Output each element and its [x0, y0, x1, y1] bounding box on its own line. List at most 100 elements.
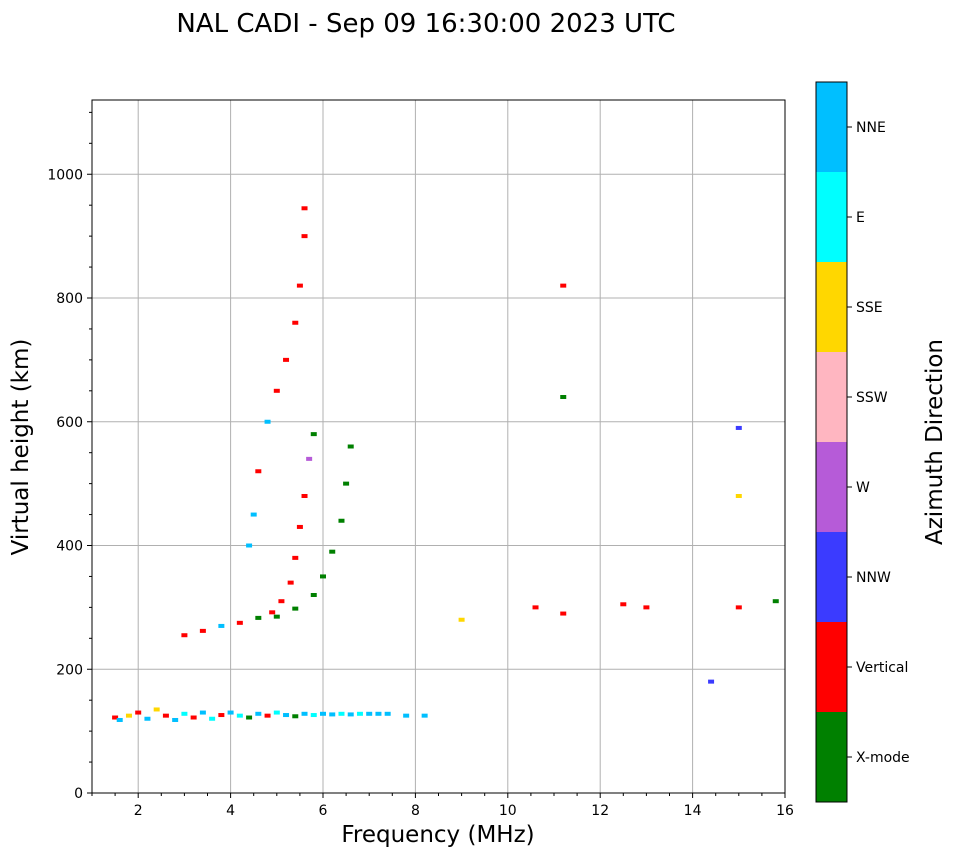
echo-point — [273, 388, 280, 393]
x-tick-label: 4 — [226, 803, 235, 819]
echo-point — [560, 395, 567, 399]
echo-point — [458, 617, 465, 622]
plot-frame — [91, 99, 786, 794]
echo-point — [320, 574, 326, 579]
echo-point — [172, 717, 179, 722]
echo-point — [643, 605, 650, 610]
echo-point — [366, 711, 373, 716]
colorbar-segment — [816, 172, 847, 262]
echo-point — [273, 710, 280, 715]
chart-title: NAL CADI - Sep 09 16:30:00 2023 UTC — [176, 9, 675, 39]
echo-point — [292, 714, 299, 719]
colorbar-tick-label: NNW — [856, 570, 891, 586]
echo-point — [255, 615, 262, 620]
echo-point — [329, 549, 336, 554]
echo-point — [343, 481, 350, 486]
echo-point — [236, 620, 243, 625]
data-marks — [112, 206, 779, 722]
colorbar-segment — [816, 262, 847, 352]
echo-point — [310, 432, 317, 437]
echo-point — [620, 602, 627, 607]
echo-point — [264, 713, 271, 718]
echo-point — [296, 524, 303, 529]
y-tick-label: 600 — [56, 415, 83, 431]
echo-point — [181, 711, 188, 716]
x-tick-label: 16 — [776, 803, 794, 819]
echo-point — [135, 710, 142, 715]
colorbar-tick-label: E — [856, 210, 865, 226]
colorbar-segment — [816, 442, 847, 532]
echo-point — [255, 711, 262, 716]
echo-point — [301, 494, 308, 498]
echo-point — [112, 715, 119, 720]
x-tick-label: 6 — [319, 803, 328, 819]
echo-point — [310, 593, 317, 597]
echo-point — [301, 711, 308, 716]
colorbar-segment — [816, 622, 847, 712]
colorbar-tick-label: SSE — [856, 300, 883, 316]
colorbar-tick-label: W — [856, 480, 870, 496]
x-tick-label: 14 — [684, 803, 702, 819]
echo-point — [735, 605, 742, 610]
colorbar-label: Azimuth Direction — [922, 339, 948, 545]
echo-point — [708, 679, 715, 684]
colorbar-tick-label: SSW — [856, 390, 888, 406]
echo-point — [560, 611, 567, 616]
echo-point — [310, 713, 317, 718]
colorbar: X-mode Vertical NNW W SSW SSE E NNE — [815, 81, 910, 803]
echo-point — [329, 712, 336, 717]
echo-point — [283, 713, 290, 718]
echo-point — [384, 711, 391, 716]
echo-point — [338, 518, 345, 523]
y-tick-label: 1000 — [47, 167, 83, 183]
echo-point — [278, 599, 285, 604]
y-tick-label: 0 — [74, 786, 83, 802]
colorbar-segment — [816, 82, 847, 172]
colorbar-tick-label: Vertical — [856, 660, 908, 676]
echo-point — [320, 711, 326, 716]
echo-point — [560, 283, 567, 288]
colorbar-segment — [816, 352, 847, 442]
x-tick-label: 10 — [499, 803, 517, 819]
colorbar-tick-label: NNE — [856, 120, 886, 136]
echo-point — [347, 712, 354, 717]
y-tick-label: 400 — [56, 539, 83, 555]
colorbar-segment — [816, 532, 847, 622]
x-axis-label: Frequency (MHz) — [341, 822, 534, 848]
echo-point — [338, 711, 345, 716]
echo-point — [264, 419, 271, 424]
echo-point — [116, 717, 123, 722]
echo-point — [735, 425, 742, 430]
echo-point — [181, 633, 188, 638]
x-tick-label: 8 — [411, 803, 420, 819]
y-axis-label: Virtual height (km) — [8, 339, 34, 556]
colorbar-segment — [816, 712, 847, 802]
echo-point — [236, 713, 243, 718]
colorbar-frame — [815, 81, 848, 803]
echo-point — [218, 713, 225, 718]
echo-point — [532, 605, 539, 610]
echo-point — [190, 715, 197, 720]
echo-point — [269, 610, 276, 615]
echo-point — [356, 711, 363, 716]
echo-point — [306, 456, 313, 461]
echo-point — [199, 628, 206, 633]
echo-point — [273, 614, 280, 619]
x-tick-label: 2 — [134, 803, 143, 819]
echo-point — [287, 580, 294, 585]
echo-point — [283, 357, 290, 362]
echo-point — [296, 283, 303, 288]
echo-point — [375, 711, 382, 716]
y-tick-label: 200 — [56, 662, 83, 678]
echo-point — [403, 713, 410, 718]
colorbar-tick-label: X-mode — [856, 750, 910, 766]
echo-point — [246, 715, 253, 720]
echo-point — [301, 234, 308, 239]
echo-point — [772, 599, 779, 604]
echo-point — [227, 710, 234, 715]
y-tick-label: 800 — [56, 291, 83, 307]
x-tick-label: 12 — [591, 803, 609, 819]
echo-point — [125, 713, 132, 718]
echo-point — [421, 713, 428, 718]
